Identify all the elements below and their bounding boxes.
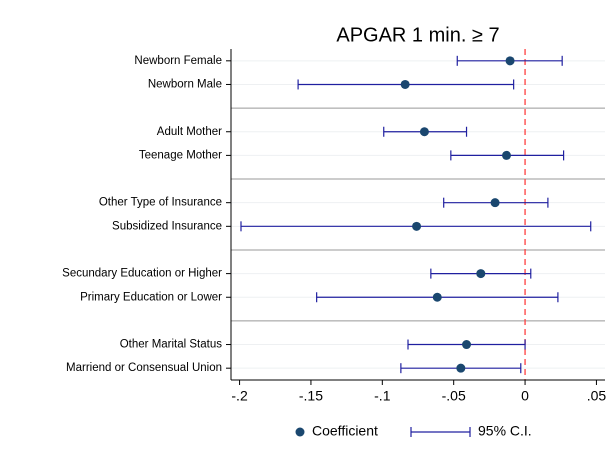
y-tick-label: Teenage Mother: [139, 149, 222, 161]
y-tick-label: Newborn Male: [148, 78, 222, 90]
coefficient-point: [462, 340, 472, 350]
y-tick-label: Marriend or Consensual Union: [66, 362, 222, 374]
coefficient-point: [456, 363, 466, 373]
coefficient-point: [432, 292, 442, 302]
coefficient-point: [476, 269, 486, 279]
x-tick-label: 0: [521, 388, 529, 404]
coefficient-point: [505, 56, 515, 66]
coefficient-point: [419, 127, 429, 137]
x-tick-label: -.2: [231, 388, 248, 404]
coefficient-point: [400, 79, 410, 89]
coefficient-point: [490, 198, 500, 208]
coefficient-point: [412, 221, 422, 231]
y-tick-label: Primary Education or Lower: [80, 291, 222, 303]
y-tick-label: Adult Mother: [157, 126, 222, 138]
chart-title: APGAR 1 min. ≥ 7: [336, 24, 499, 46]
y-tick-label: Subsidized Insurance: [112, 220, 222, 232]
y-tick-label: Other Marital Status: [120, 339, 223, 351]
coefficient-point: [502, 150, 512, 160]
legend-label: Coefficient: [312, 423, 378, 439]
y-tick-label: Newborn Female: [134, 55, 222, 67]
legend-label: 95% C.I.: [478, 423, 532, 439]
x-tick-label: -.15: [299, 388, 323, 404]
y-tick-label: Secundary Education or Higher: [62, 268, 222, 280]
x-tick-label: .05: [587, 388, 607, 404]
x-tick-label: -.1: [374, 388, 391, 404]
x-tick-label: -.05: [442, 388, 466, 404]
legend-marker: [295, 427, 305, 437]
y-tick-label: Other Type of Insurance: [99, 197, 222, 209]
